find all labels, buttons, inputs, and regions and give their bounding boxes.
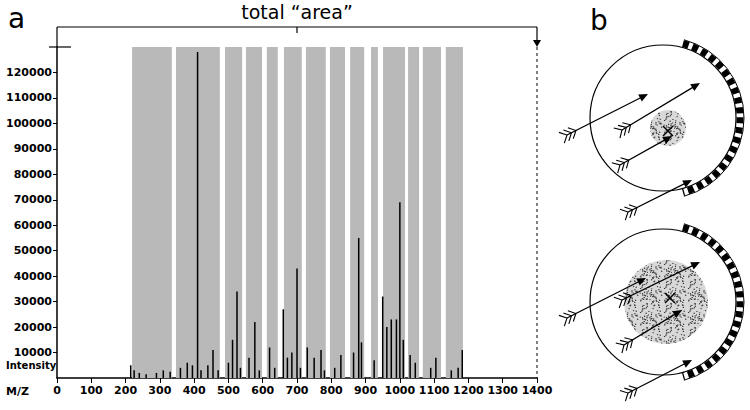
svg-text:50000: 50000 [14, 244, 53, 257]
svg-text:b: b [590, 4, 608, 37]
svg-text:700: 700 [286, 384, 309, 397]
svg-text:100000: 100000 [6, 117, 52, 130]
svg-text:1400: 1400 [522, 384, 553, 397]
svg-text:90000: 90000 [14, 142, 53, 155]
svg-text:M/Z: M/Z [6, 385, 29, 398]
svg-text:1100: 1100 [419, 384, 450, 397]
svg-text:70000: 70000 [14, 193, 53, 206]
svg-text:total “area”: total “area” [241, 1, 353, 23]
svg-text:600: 600 [251, 384, 274, 397]
svg-text:100: 100 [80, 384, 103, 397]
svg-text:500: 500 [217, 384, 240, 397]
svg-text:400: 400 [183, 384, 206, 397]
svg-text:40000: 40000 [14, 270, 53, 283]
svg-text:110000: 110000 [6, 91, 52, 104]
svg-text:800: 800 [320, 384, 343, 397]
svg-text:80000: 80000 [14, 168, 53, 181]
svg-text:10000: 10000 [14, 346, 53, 359]
svg-text:a: a [8, 2, 25, 35]
svg-text:900: 900 [354, 384, 377, 397]
svg-text:200: 200 [114, 384, 137, 397]
svg-text:20000: 20000 [14, 321, 53, 334]
svg-text:120000: 120000 [6, 66, 52, 79]
svg-text:Intensity: Intensity [6, 360, 57, 371]
svg-text:1200: 1200 [453, 384, 484, 397]
svg-text:0: 0 [53, 384, 61, 397]
svg-text:60000: 60000 [14, 219, 53, 232]
svg-text:1300: 1300 [487, 384, 518, 397]
svg-text:30000: 30000 [14, 295, 53, 308]
svg-text:300: 300 [148, 384, 171, 397]
svg-text:1000: 1000 [385, 384, 416, 397]
